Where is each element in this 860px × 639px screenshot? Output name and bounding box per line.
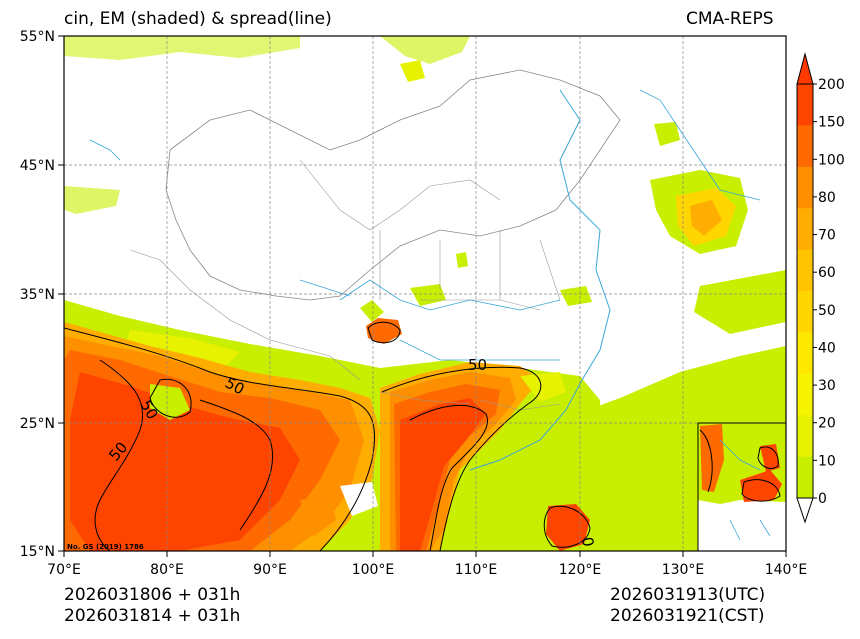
south-china-sea-inset	[697, 422, 787, 552]
colorbar-label: 0	[818, 491, 827, 507]
colorbar-over-arrow	[796, 52, 814, 85]
colorbar-segment	[797, 125, 813, 168]
spread-contours	[64, 321, 591, 551]
lat-label-25: 25°N	[20, 416, 55, 432]
valid-time-utc: 2026031913(UTC)	[610, 585, 766, 605]
colorbar-label: 40	[818, 340, 836, 356]
lat-label-35: 35°N	[20, 287, 55, 303]
axis-ticks	[58, 35, 787, 557]
lon-label-140: 140°E	[765, 562, 808, 578]
colorbar-segment	[797, 415, 813, 458]
colorbar-segment	[797, 332, 813, 375]
lon-label-70: 70°E	[47, 562, 81, 578]
model-name: CMA-REPS	[686, 9, 774, 29]
map-title: cin, EM (shaded) & spread(line)	[64, 9, 332, 29]
colorbar-label: 150	[818, 115, 845, 131]
colorbar-label: 50	[818, 303, 836, 319]
map-credit: No. GS (2019) 1786	[67, 543, 144, 551]
contour-label: 0	[578, 536, 597, 549]
lon-label-90: 90°E	[253, 562, 287, 578]
borders-rivers	[89, 69, 761, 471]
colorbar-label: 10	[818, 453, 836, 469]
lon-label-120: 120°E	[559, 562, 602, 578]
colorbar-label: 30	[818, 378, 836, 394]
lon-label-80: 80°E	[150, 562, 184, 578]
colorbar-label: 80	[818, 190, 836, 206]
lon-label-110: 110°E	[455, 562, 498, 578]
colorbar-segment	[797, 291, 813, 333]
contour-label: 50	[468, 356, 487, 374]
colorbar-frame	[796, 83, 814, 499]
colorbar-label: 20	[818, 416, 836, 432]
valid-time-cst: 2026031921(CST)	[610, 606, 765, 626]
colorbar-label: 60	[818, 265, 836, 281]
gridlines	[64, 36, 786, 551]
init-time-cst: 2026031814 + 031h	[64, 606, 241, 626]
lat-label-45: 45°N	[20, 158, 55, 174]
lon-label-130: 130°E	[662, 562, 705, 578]
colorbar-segment	[797, 456, 813, 499]
colorbar-segment	[797, 249, 813, 292]
colorbar-label: 200	[818, 77, 845, 93]
init-time-utc: 2026031806 + 031h	[64, 585, 241, 605]
lon-label-100: 100°E	[352, 562, 395, 578]
colorbar-segment	[797, 84, 813, 126]
colorbar-label: 70	[818, 228, 836, 244]
colorbar-segment	[797, 166, 813, 209]
colorbar-segment	[797, 208, 813, 251]
colorbar-segment	[797, 373, 813, 416]
colorbar-under-arrow	[796, 497, 814, 524]
lat-label-15: 15°N	[20, 544, 55, 560]
colorbar-label: 100	[818, 152, 845, 168]
lat-label-55: 55°N	[20, 29, 55, 45]
